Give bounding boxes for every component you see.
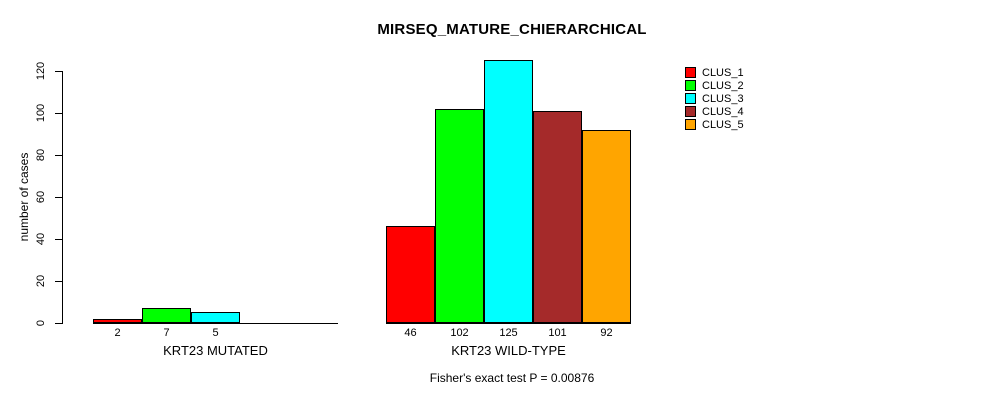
bar-clus_3 — [484, 60, 533, 323]
legend-label: CLUS_2 — [702, 79, 744, 92]
y-axis-tick — [55, 113, 63, 114]
bar-value-label: 2 — [114, 327, 121, 339]
legend-label: CLUS_5 — [702, 118, 744, 131]
legend: CLUS_1 CLUS_2 CLUS_3 CLUS_4 CLUS_5 — [685, 66, 744, 131]
legend-item-clus_1: CLUS_1 — [685, 66, 744, 79]
bar-value-label: 7 — [163, 327, 170, 339]
y-axis-tick-label: 20 — [35, 274, 47, 288]
y-axis-tick-label: 100 — [35, 103, 47, 123]
legend-swatch — [685, 106, 696, 117]
y-axis-label: number of cases — [17, 152, 31, 242]
bar-clus_3 — [191, 312, 240, 323]
y-axis-tick-label: 0 — [35, 319, 47, 327]
bar-clus_1 — [93, 319, 142, 323]
y-axis-tick-label: 60 — [35, 190, 47, 204]
legend-label: CLUS_3 — [702, 92, 744, 105]
y-axis-tick-label: 80 — [35, 148, 47, 162]
chart-title: MIRSEQ_MATURE_CHIERARCHICAL — [377, 21, 647, 38]
bar-clus_5 — [582, 130, 631, 323]
group-label: KRT23 MUTATED — [163, 343, 268, 358]
bar-value-label: 125 — [499, 327, 518, 339]
x-axis-baseline — [93, 323, 338, 324]
group-label: KRT23 WILD-TYPE — [451, 343, 566, 358]
legend-swatch — [685, 93, 696, 104]
y-axis-tick — [55, 323, 63, 324]
y-axis-tick — [55, 281, 63, 282]
y-axis-tick — [55, 155, 63, 156]
bar-value-label: 5 — [212, 327, 219, 339]
bar-clus_1 — [386, 226, 435, 323]
legend-item-clus_3: CLUS_3 — [685, 92, 744, 105]
y-axis-tick-label: 120 — [35, 61, 47, 81]
y-axis-tick-label: 40 — [35, 232, 47, 246]
bar-value-label: 101 — [548, 327, 567, 339]
legend-item-clus_2: CLUS_2 — [685, 79, 744, 92]
y-axis-tick — [55, 71, 63, 72]
legend-swatch — [685, 119, 696, 130]
legend-item-clus_4: CLUS_4 — [685, 105, 744, 118]
legend-item-clus_5: CLUS_5 — [685, 118, 744, 131]
legend-label: CLUS_4 — [702, 105, 744, 118]
bar-clus_4 — [533, 111, 582, 323]
legend-label: CLUS_1 — [702, 66, 744, 79]
bar-value-label: 46 — [404, 327, 417, 339]
bar-value-label: 102 — [450, 327, 469, 339]
bar-value-label: 92 — [600, 327, 613, 339]
legend-swatch — [685, 80, 696, 91]
y-axis-tick — [55, 197, 63, 198]
x-axis-baseline — [386, 323, 631, 324]
bar-clus_2 — [435, 109, 484, 323]
fisher-test-annotation: Fisher's exact test P = 0.00876 — [429, 371, 595, 385]
bar-clus_2 — [142, 308, 191, 323]
y-axis-tick — [55, 239, 63, 240]
legend-swatch — [685, 67, 696, 78]
